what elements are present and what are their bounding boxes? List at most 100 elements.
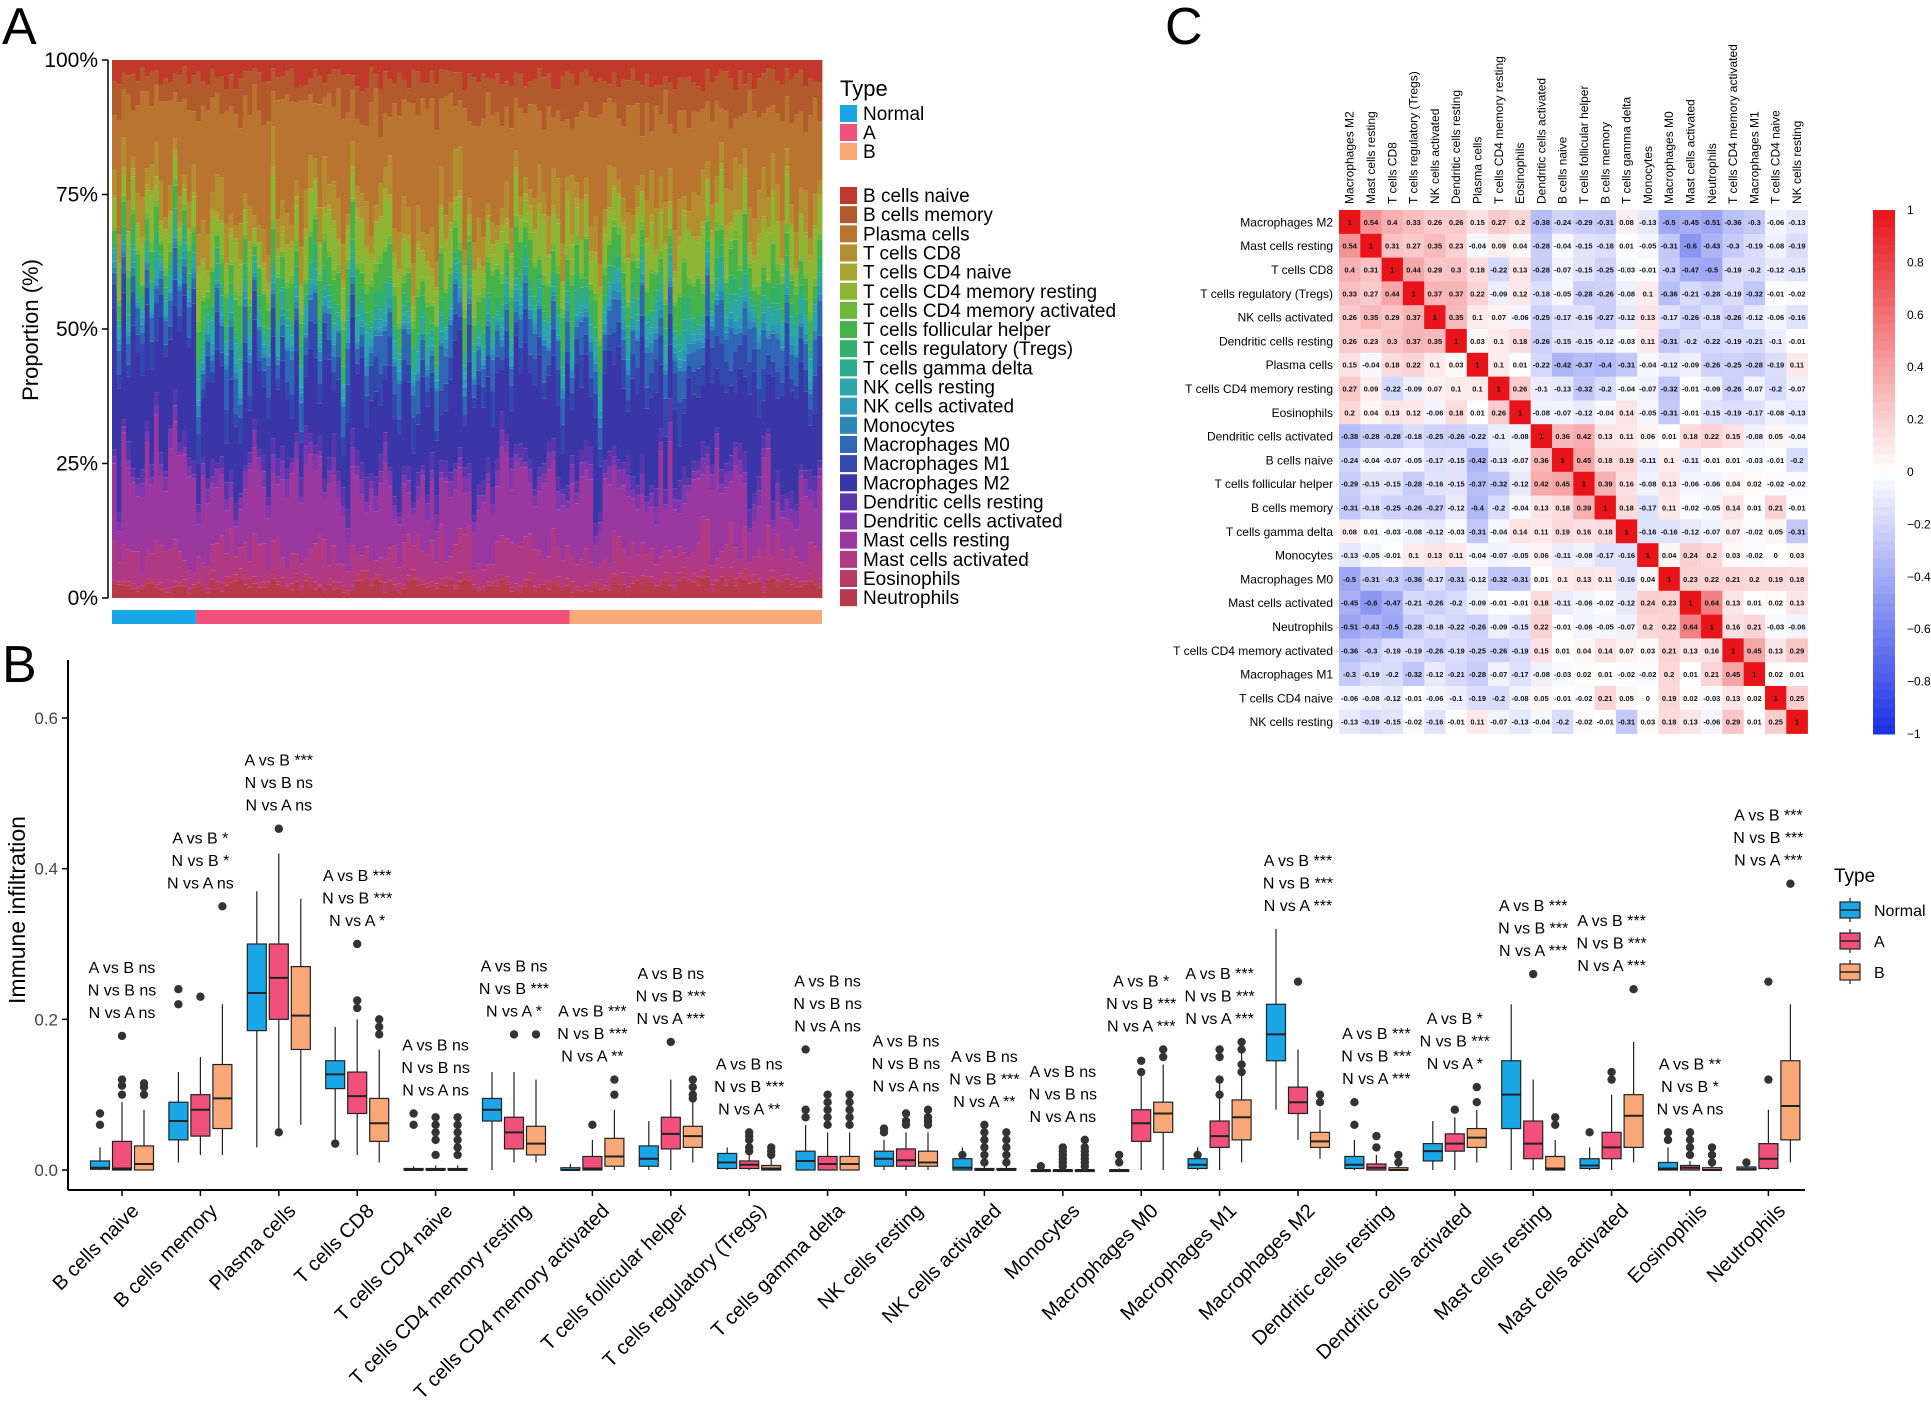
bar-segment	[322, 60, 328, 84]
bar-segment	[312, 181, 318, 215]
bar-segment	[504, 262, 510, 279]
bar-segment	[541, 382, 547, 399]
bar-segment	[200, 362, 206, 370]
bar-segment	[672, 338, 678, 347]
bar-segment	[331, 279, 337, 301]
bar-segment	[224, 553, 230, 577]
bar-segment	[140, 297, 146, 308]
bar-segment	[569, 555, 575, 582]
bar-segment	[784, 574, 790, 580]
bar-segment	[163, 320, 169, 345]
bar-segment	[294, 433, 300, 443]
bar-segment	[233, 225, 239, 239]
cell-value: -0.1	[1450, 694, 1463, 703]
bar-segment	[546, 286, 552, 317]
bar-segment	[130, 156, 136, 169]
bar-segment	[775, 81, 781, 114]
y-tick-label: 50%	[56, 318, 98, 341]
bar-segment	[579, 462, 585, 477]
bar-segment	[149, 251, 155, 282]
bar-segment	[523, 536, 529, 580]
heatmap-cell	[1743, 709, 1766, 734]
bar-segment	[700, 316, 706, 323]
bar-segment	[280, 586, 286, 598]
bar-segment	[228, 327, 234, 350]
bar-segment	[354, 450, 360, 467]
bar-segment	[555, 546, 561, 577]
bar-segment	[401, 196, 407, 234]
bar-segment	[420, 580, 426, 585]
cell-value: 0.01	[1790, 670, 1805, 679]
bar-segment	[186, 588, 192, 594]
bar-segment	[630, 583, 636, 598]
cell-value: 0.04	[1513, 242, 1528, 251]
bar-segment	[350, 271, 356, 277]
outlier-point	[1551, 1113, 1560, 1122]
bar-segment	[756, 348, 762, 389]
bar-segment	[378, 471, 384, 484]
heatmap-cell	[1765, 400, 1787, 425]
heatmap-cell	[1488, 352, 1510, 377]
bar-segment	[705, 60, 711, 70]
cell-value: -0.2	[1684, 337, 1697, 346]
bar-segment	[499, 60, 505, 85]
heatmap-cell	[1615, 543, 1638, 568]
bar-segment	[168, 82, 174, 101]
bar-segment	[396, 60, 402, 73]
bar-segment	[429, 323, 435, 330]
cell-value: -0.42	[1469, 456, 1486, 465]
box	[1209, 1120, 1230, 1148]
cell-value: -0.17	[1554, 313, 1571, 322]
bar-segment	[611, 266, 617, 274]
bar-segment	[191, 278, 197, 289]
heatmap-cell	[1637, 376, 1659, 401]
bar-segment	[135, 225, 141, 251]
bar-segment	[424, 346, 431, 354]
heatmap-cell	[1701, 471, 1723, 496]
bar-segment	[149, 317, 155, 342]
bar-segment	[387, 280, 393, 284]
legend-label: Dendritic cells activated	[863, 512, 1063, 533]
bar-segment	[541, 483, 547, 560]
bar-segment	[275, 273, 281, 278]
bar-segment	[667, 254, 673, 264]
bar-segment	[130, 110, 136, 157]
bar-segment	[364, 366, 370, 376]
bar-segment	[691, 343, 697, 353]
bar-segment	[172, 586, 178, 598]
bar-segment	[336, 312, 342, 316]
bar-segment	[667, 227, 673, 236]
bar-segment	[714, 558, 720, 581]
cell-value: -0.6	[1684, 242, 1697, 251]
bar-segment	[495, 372, 501, 459]
bar-segment	[280, 308, 286, 316]
bar-segment	[714, 580, 720, 584]
bar-segment	[266, 358, 272, 366]
heatmap-cell	[1552, 638, 1574, 663]
heatmap-cell	[1679, 448, 1702, 473]
heatmap-cell	[1424, 519, 1446, 544]
bar-segment	[513, 72, 519, 98]
bar-segment	[737, 318, 743, 328]
cell-value: 0.01	[1747, 718, 1762, 727]
bar-segment	[350, 466, 356, 546]
cell-value: -0.2	[1599, 385, 1612, 394]
cell-value: -0.09	[1703, 385, 1720, 394]
bar-segment	[331, 475, 337, 546]
bar-segment	[523, 200, 529, 222]
bar-segment	[616, 299, 622, 322]
bar-segment	[163, 229, 169, 235]
bar-segment	[677, 480, 683, 501]
bar-segment	[467, 473, 473, 492]
bar-segment	[709, 347, 715, 383]
bar-segment	[434, 562, 440, 584]
bar-segment	[378, 137, 384, 184]
bar-segment	[574, 207, 580, 236]
outlier-point	[1215, 1052, 1224, 1062]
bar-segment	[112, 583, 118, 598]
bar-segment	[294, 87, 300, 103]
heatmap-cell	[1679, 709, 1702, 734]
bar-segment	[611, 219, 617, 227]
bar-segment	[224, 409, 230, 444]
bar-segment	[779, 517, 786, 550]
